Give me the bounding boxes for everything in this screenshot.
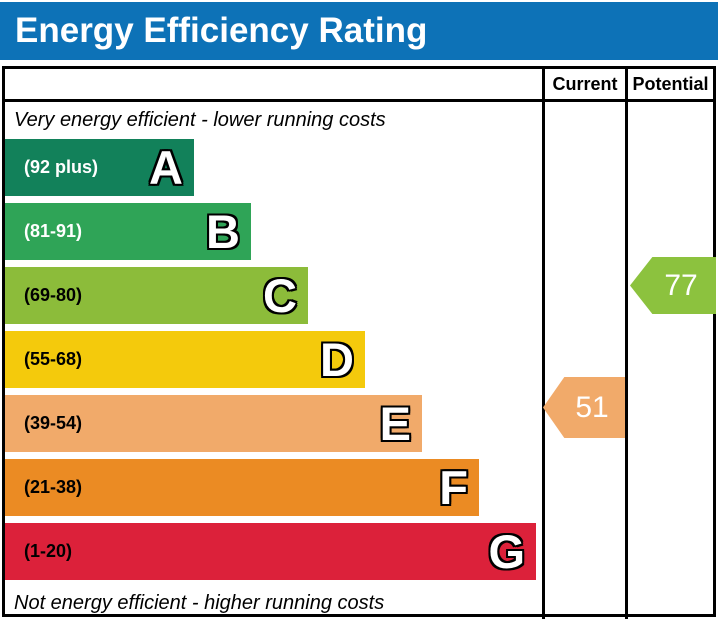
band-range-label: (21-38): [24, 477, 83, 497]
potential-column-header: Potential: [625, 69, 713, 102]
current-rating-value: 51: [575, 390, 609, 424]
current-column-label: Current: [552, 73, 618, 94]
band-letter: C: [263, 269, 297, 322]
band-letter: G: [488, 525, 525, 578]
band-row-f: (21-38) F: [5, 459, 479, 516]
band-letter: B: [206, 205, 240, 258]
band-row-d: (55-68) D: [5, 331, 365, 388]
band-letter: A: [149, 141, 183, 194]
band-range-label: (39-54): [24, 413, 83, 433]
top-note: Very energy efficient - lower running co…: [14, 109, 386, 131]
band-letter: E: [379, 397, 411, 450]
potential-rating-value: 77: [664, 268, 698, 302]
page-title: Energy Efficiency Rating: [15, 11, 428, 50]
band-row-e: (39-54) E: [5, 395, 422, 452]
potential-rating-arrow: 77: [630, 257, 716, 314]
rating-table: Current Potential Very energy efficient …: [2, 66, 716, 619]
potential-column-label: Potential: [632, 73, 709, 94]
band-range-label: (92 plus): [24, 157, 99, 177]
band-row-a: (92 plus) A: [5, 139, 194, 196]
band-row-g: (1-20) G: [5, 523, 536, 580]
band-range-label: (81-91): [24, 221, 83, 241]
band-letter: D: [320, 333, 354, 386]
band-row-b: (81-91) B: [5, 203, 251, 260]
band-row-c: (69-80) C: [5, 267, 308, 324]
band-letter: F: [439, 461, 468, 514]
current-rating-arrow: 51: [543, 377, 625, 438]
potential-column: 77: [625, 102, 716, 619]
chart-column-header: [5, 69, 542, 102]
bottom-note: Not energy efficient - higher running co…: [14, 592, 385, 614]
current-column-header: Current: [542, 69, 625, 102]
title-bar: Energy Efficiency Rating: [0, 2, 718, 60]
band-range-label: (55-68): [24, 349, 83, 369]
current-column: 51: [542, 102, 625, 619]
band-range-label: (1-20): [24, 541, 73, 561]
band-range-label: (69-80): [24, 285, 83, 305]
bands-column: Very energy efficient - lower running co…: [5, 102, 542, 619]
